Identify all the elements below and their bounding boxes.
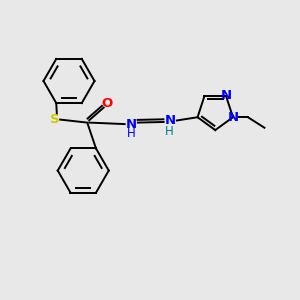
Text: N: N (220, 89, 232, 102)
Text: N: N (165, 114, 176, 127)
Text: S: S (50, 113, 60, 126)
Text: N: N (126, 118, 137, 130)
Text: H: H (164, 125, 173, 138)
Text: O: O (102, 97, 113, 110)
Text: N: N (227, 111, 239, 124)
Text: H: H (127, 127, 136, 140)
